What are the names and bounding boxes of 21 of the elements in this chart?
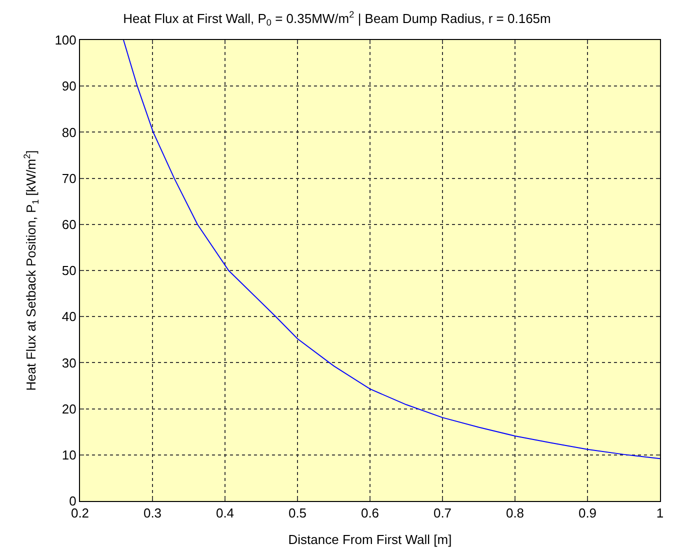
chart-title: Heat Flux at First Wall, P$_{0}$ = 0.35MW/m$^{2}$ | Beam Dump Radius, r = 0.165m	[123, 10, 551, 28]
x-tick-label: 0.8	[506, 506, 524, 521]
y-tick-label: 10	[62, 447, 76, 462]
x-tick-label: 0.9	[578, 506, 597, 521]
x-tick-label: 0.6	[360, 506, 380, 521]
y-tick-label: 70	[62, 170, 76, 186]
y-tick-label: 80	[62, 124, 76, 140]
x-tick-label: 0.5	[288, 506, 307, 521]
y-tick-label: 50	[62, 263, 76, 278]
x-tick-label: 0.3	[143, 506, 162, 521]
y-tick-label: 40	[62, 309, 76, 324]
y-tick-label: 100	[54, 32, 76, 48]
y-tick-label: 90	[62, 78, 76, 94]
x-tick-label: 0.7	[433, 506, 452, 521]
x-tick-label: 0.4	[216, 506, 234, 521]
line-series	[123, 40, 660, 460]
y-tick-label: 20	[62, 401, 76, 416]
x-axis-title: Distance From First Wall [m]	[288, 532, 452, 548]
y-tick-label: 30	[62, 355, 76, 370]
y-tick-label: 60	[62, 216, 76, 232]
x-tick-label: 1	[656, 506, 664, 521]
